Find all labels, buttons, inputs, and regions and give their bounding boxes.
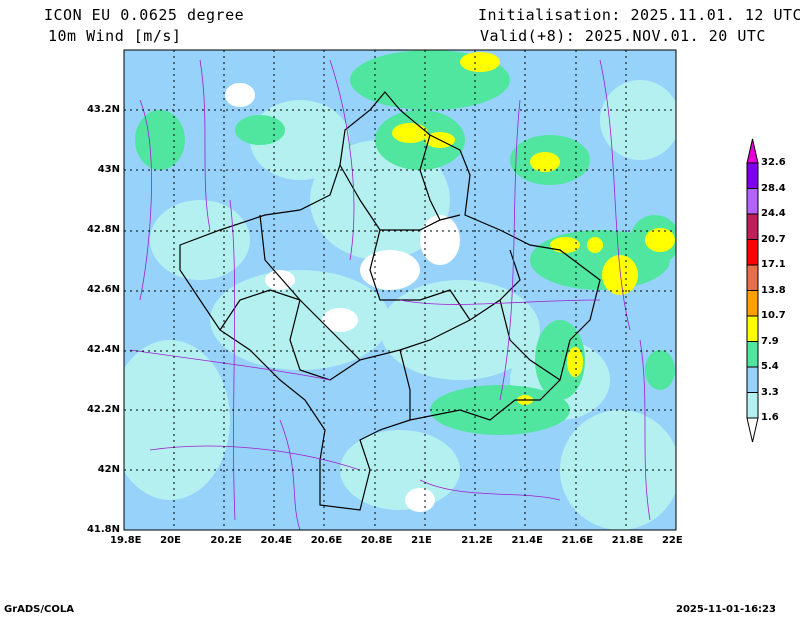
gridlines (124, 50, 676, 530)
lon-tick-label: 21.4E (511, 535, 543, 546)
footer-timestamp: 2025-11-01-16:23 (676, 604, 776, 615)
colorbar-segment (746, 290, 759, 317)
lat-tick-label: 43N (97, 164, 120, 175)
colorbar-segment (746, 239, 759, 266)
footer-software: GrADS/COLA (4, 604, 74, 615)
lat-tick-label: 43.2N (86, 104, 120, 115)
colorbar-over-arrow (746, 138, 759, 164)
colorbar-segment (746, 366, 759, 393)
valid-time: Valid(+8): 2025.NOV.01. 20 UTC (480, 27, 766, 45)
colorbar-level-label: 7.9 (761, 335, 779, 347)
colorbar-level-label: 5.4 (761, 361, 779, 372)
colorbar-segment (746, 341, 759, 368)
lon-tick-label: 21.8E (611, 535, 644, 546)
model-title: ICON EU 0.0625 degree (44, 6, 245, 24)
lon-tick-label: 20.4E (260, 535, 293, 546)
colorbar-segment (746, 315, 759, 342)
colorbar-level-label: 32.6 (761, 157, 786, 168)
lon-tick-label: 20E (160, 535, 181, 546)
lat-tick-label: 41.8N (86, 524, 120, 535)
lon-tick-label: 21.2E (461, 535, 493, 546)
colorbar-level-label: 3.3 (761, 386, 779, 398)
colorbar-level-label: 20.7 (761, 233, 786, 245)
streamlines (129, 59, 651, 530)
lon-tick-label: 22E (661, 535, 683, 546)
lon-tick-label: 20.8E (360, 535, 393, 546)
colorbar-level-label: 28.4 (761, 182, 786, 194)
colorbar (746, 138, 759, 443)
init-time: Initialisation: 2025.11.01. 12 UTC (478, 6, 800, 24)
colorbar-segment (746, 162, 759, 189)
lat-tick-label: 42.6N (86, 284, 120, 295)
colorbar-level-label: 13.8 (761, 284, 786, 296)
lon-tick-label: 21E (411, 535, 432, 546)
colorbar-level-label: 17.1 (761, 259, 786, 270)
colorbar-segment (746, 392, 759, 419)
map-frame (123, 49, 677, 531)
colorbar-segment (746, 213, 759, 240)
colorbar-segment (746, 188, 759, 215)
wind-shading-strong (392, 52, 675, 405)
variable-title: 10m Wind [m/s] (48, 27, 182, 45)
lat-tick-label: 42N (97, 464, 120, 475)
colorbar-segment (746, 264, 759, 291)
colorbar-level-label: 1.6 (761, 412, 779, 423)
lon-tick-label: 20.6E (310, 535, 343, 546)
colorbar-level-label: 24.4 (761, 208, 786, 219)
lon-tick-label: 21.6E (561, 535, 594, 546)
lon-tick-label: 20.2E (210, 535, 242, 546)
lat-tick-label: 42.2N (86, 404, 120, 415)
lon-tick-label: 19.8E (110, 535, 142, 546)
colorbar-level-label: 10.7 (761, 310, 786, 321)
lat-tick-label: 42.8N (86, 224, 120, 235)
colorbar-under-arrow (746, 417, 759, 443)
lat-tick-label: 42.4N (86, 344, 120, 355)
wind-field (124, 50, 676, 530)
